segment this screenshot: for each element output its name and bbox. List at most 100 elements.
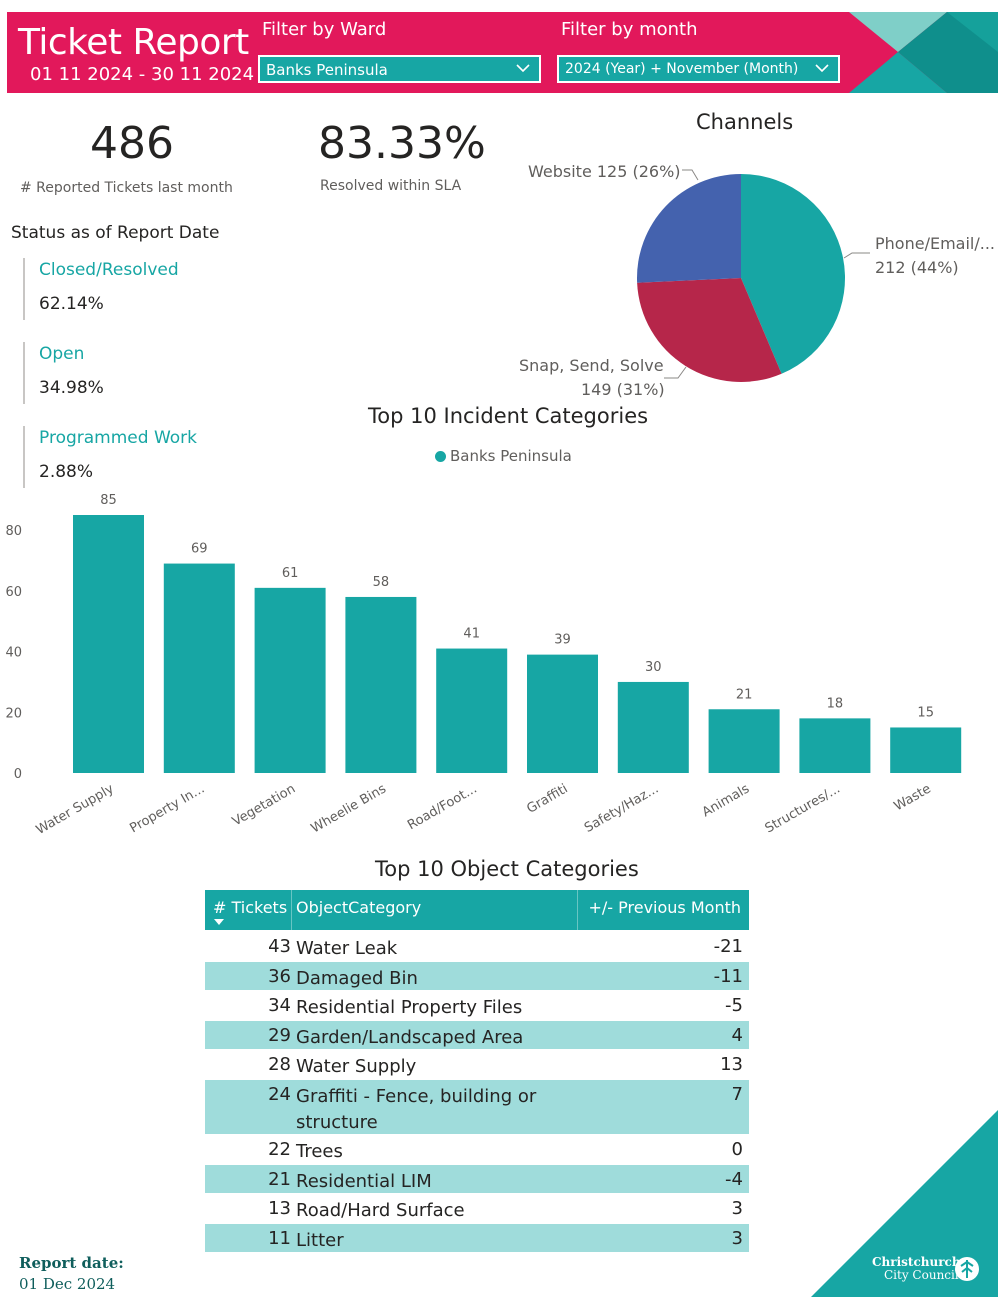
bar-data-label: 85 xyxy=(100,493,117,508)
x-category-label: Road/Foot... xyxy=(405,781,480,833)
bar-data-label: 39 xyxy=(554,633,571,648)
bar-data-label: 15 xyxy=(917,705,934,720)
x-category-label: Property In... xyxy=(127,781,207,836)
pie-slice[interactable] xyxy=(741,174,845,374)
pie-label-sss: Snap, Send, Solve xyxy=(519,356,664,375)
status-label: Programmed Work xyxy=(39,428,197,448)
y-tick-label: 60 xyxy=(5,585,22,600)
header-decoration-icon xyxy=(849,12,998,93)
cell-change: 3 xyxy=(731,1198,743,1219)
table-row[interactable]: 43 Water Leak -21 xyxy=(205,932,749,960)
status-card-programmed: Programmed Work 2.88% xyxy=(23,426,255,488)
cell-change: -21 xyxy=(713,936,743,957)
x-category-label: Graffiti xyxy=(524,781,570,816)
cell-tickets: 21 xyxy=(268,1168,291,1190)
bar[interactable] xyxy=(73,515,144,773)
logo-text-2: City Council xyxy=(884,1268,959,1282)
cell-change: -11 xyxy=(713,965,743,987)
table-row[interactable]: 24 Graffiti - Fence, building or structur… xyxy=(205,1079,749,1134)
cell-change: 7 xyxy=(731,1083,743,1105)
bar-data-label: 21 xyxy=(736,687,753,702)
pie-slice[interactable] xyxy=(637,174,741,283)
cell-change: -4 xyxy=(725,1168,743,1190)
bar[interactable] xyxy=(527,654,598,773)
bar[interactable] xyxy=(708,709,780,773)
tickets-kpi-label: # Reported Tickets last month xyxy=(20,180,233,196)
col-header-category[interactable]: ObjectCategory xyxy=(296,898,422,917)
bar[interactable] xyxy=(436,648,508,773)
sla-kpi-label: Resolved within SLA xyxy=(320,178,462,194)
cell-tickets: 11 xyxy=(268,1227,291,1249)
table-row[interactable]: 22 Trees 0 xyxy=(205,1135,749,1163)
table-row[interactable]: 36 Damaged Bin -11 xyxy=(205,961,749,990)
legend-label: Banks Peninsula xyxy=(450,447,572,465)
month-filter-dropdown[interactable]: 2024 (Year) + November (Month) xyxy=(557,55,840,83)
y-tick-label: 20 xyxy=(5,706,22,721)
y-tick-label: 0 xyxy=(14,767,22,782)
table-row[interactable]: 29 Garden/Landscaped Area 4 xyxy=(205,1020,749,1049)
cell-tickets: 22 xyxy=(268,1139,291,1160)
x-category-label: Structures/... xyxy=(763,781,843,836)
bar[interactable] xyxy=(254,587,326,773)
bar[interactable] xyxy=(163,563,235,773)
y-tick-label: 40 xyxy=(5,646,22,661)
council-logo-icon xyxy=(955,1257,979,1281)
cell-change: 4 xyxy=(731,1024,743,1046)
x-category-label: Wheelie Bins xyxy=(309,781,389,836)
x-category-label: Vegetation xyxy=(230,781,298,829)
table-row[interactable]: 34 Residential Property Files -5 xyxy=(205,991,749,1019)
chevron-down-icon xyxy=(516,64,530,73)
footer-triangle-decoration xyxy=(811,1110,998,1297)
cell-category: Damaged Bin xyxy=(296,967,418,989)
sort-descending-icon[interactable] xyxy=(213,918,225,926)
bar-data-label: 69 xyxy=(191,542,208,557)
cell-category: Road/Hard Surface xyxy=(296,1200,465,1221)
col-header-tickets[interactable]: # Tickets xyxy=(213,898,288,917)
sla-kpi-value: 83.33% xyxy=(318,118,486,169)
month-filter-value: 2024 (Year) + November (Month) xyxy=(565,61,799,77)
cell-change: 0 xyxy=(731,1139,743,1160)
status-label: Closed/Resolved xyxy=(39,260,179,280)
bar-data-label: 58 xyxy=(373,575,390,590)
x-category-label: Waste xyxy=(892,781,934,814)
page-title: Ticket Report xyxy=(18,22,249,63)
status-card-open: Open 34.98% xyxy=(23,342,255,404)
bar-data-label: 61 xyxy=(282,566,299,581)
col-header-change[interactable]: +/- Previous Month xyxy=(588,898,741,917)
status-title: Status as of Report Date xyxy=(11,223,220,243)
chevron-down-icon xyxy=(815,64,829,73)
table-row[interactable]: 21 Residential LIM -4 xyxy=(205,1164,749,1193)
report-date-label: Report date: xyxy=(19,1254,124,1272)
status-value: 62.14% xyxy=(39,294,104,314)
pie-slice[interactable] xyxy=(637,278,782,383)
table-row[interactable]: 13 Road/Hard Surface 3 xyxy=(205,1194,749,1222)
cell-tickets: 34 xyxy=(268,995,291,1016)
table-row[interactable]: 28 Water Supply 13 xyxy=(205,1050,749,1078)
cell-change: -5 xyxy=(725,995,743,1016)
month-filter-label: Filter by month xyxy=(561,19,698,40)
table-row[interactable]: 11 Litter 3 xyxy=(205,1223,749,1252)
bar[interactable] xyxy=(799,718,871,773)
objects-title: Top 10 Object Categories xyxy=(375,857,639,881)
ward-filter-value: Banks Peninsula xyxy=(266,61,388,79)
chart-legend: Banks Peninsula xyxy=(435,447,572,465)
channels-pie-chart xyxy=(637,169,870,383)
ward-filter-dropdown[interactable]: Banks Peninsula xyxy=(258,55,541,83)
bar[interactable] xyxy=(617,681,689,773)
table-header: # Tickets ObjectCategory +/- Previous Mo… xyxy=(205,890,749,930)
pie-label-sss-value: 149 (31%) xyxy=(581,380,665,399)
channels-title: Channels xyxy=(696,110,794,134)
bar[interactable] xyxy=(345,596,417,773)
legend-dot-icon xyxy=(435,451,446,462)
cell-tickets: 13 xyxy=(268,1198,291,1219)
bar[interactable] xyxy=(890,727,962,773)
incidents-title: Top 10 Incident Categories xyxy=(368,404,649,428)
cell-category: Trees xyxy=(296,1141,343,1162)
status-card-closed: Closed/Resolved 62.14% xyxy=(23,258,255,320)
bar-data-label: 41 xyxy=(463,627,480,642)
pie-label-website: Website 125 (26%) xyxy=(528,162,681,181)
x-category-label: Safety/Haz... xyxy=(582,781,661,835)
cell-change: 13 xyxy=(720,1054,743,1075)
ward-filter-label: Filter by Ward xyxy=(262,19,387,40)
incidents-bar-chart: 0 20 40 60 80 85 Water Supply 69 Property In... 6… xyxy=(5,493,962,838)
